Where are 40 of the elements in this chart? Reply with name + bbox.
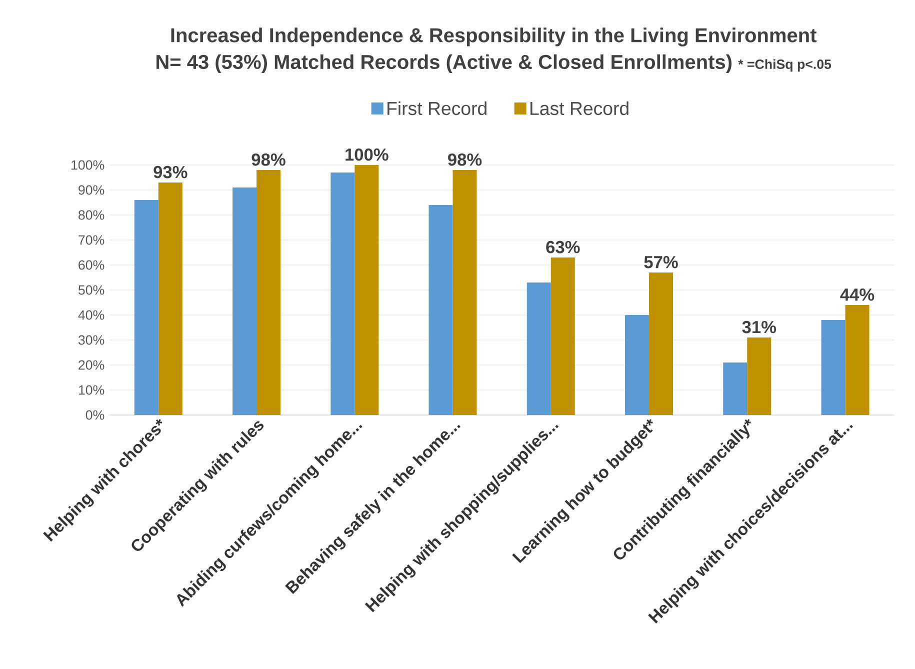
bar <box>821 320 846 416</box>
bar <box>256 170 281 416</box>
y-tick-label: 20% <box>78 360 104 370</box>
y-tick-label: 10% <box>78 385 104 395</box>
bar <box>232 188 257 416</box>
bar <box>747 338 772 416</box>
y-tick-label: 60% <box>78 260 104 270</box>
data-label: 63% <box>546 240 580 254</box>
y-tick-label: 100% <box>72 160 104 170</box>
bar <box>428 205 453 416</box>
legend-label: Last Record <box>530 101 628 116</box>
y-tick-label: 30% <box>78 335 104 345</box>
legend-label: First Record <box>388 101 486 116</box>
bar <box>330 172 355 416</box>
data-label: 44% <box>840 288 874 301</box>
y-tick-label: 50% <box>78 285 104 295</box>
y-tick-label: 0% <box>86 410 104 420</box>
bar <box>354 165 379 416</box>
bar <box>526 282 551 416</box>
bar <box>550 258 575 416</box>
data-label: 98% <box>448 153 482 166</box>
chart-subtitle: N= 43 (53%) Matched Records (Active & Closed Enrollments) <box>156 54 732 73</box>
data-label: 93% <box>154 166 188 178</box>
bar <box>134 200 158 416</box>
data-label: 31% <box>742 320 776 334</box>
data-label: 98% <box>252 153 286 166</box>
y-tick-label: 80% <box>78 210 104 220</box>
data-label: 57% <box>644 256 678 268</box>
bar <box>452 170 477 416</box>
data-label: 100% <box>346 148 388 161</box>
bar <box>625 315 650 416</box>
text: * =ChiSq p<.05 <box>738 59 832 72</box>
y-tick-label: 70% <box>78 235 104 245</box>
bar <box>845 305 870 416</box>
bar <box>723 362 748 416</box>
y-tick-label: 90% <box>78 185 104 195</box>
y-tick-label: 40% <box>78 310 104 320</box>
bar <box>158 182 182 416</box>
chart-title: Increased Independence & Responsibility in the Living Environment <box>171 28 816 46</box>
bar <box>649 272 674 416</box>
